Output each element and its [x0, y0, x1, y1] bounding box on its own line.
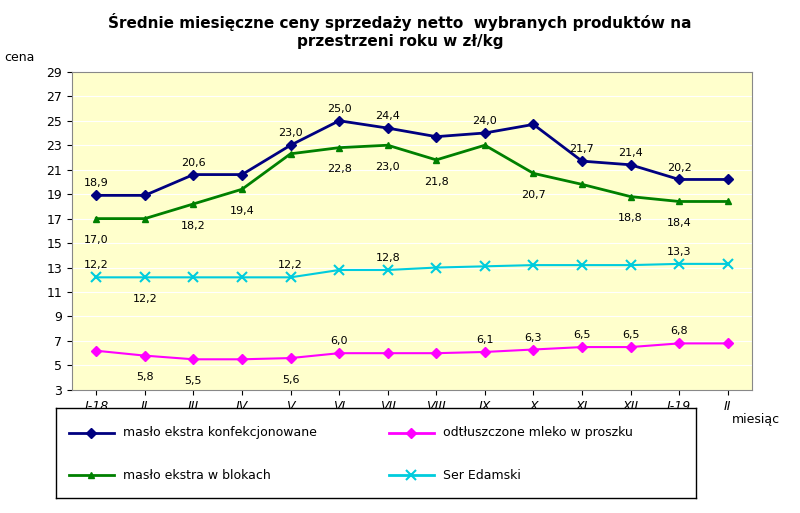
- Text: 24,0: 24,0: [473, 116, 498, 126]
- Text: 12,2: 12,2: [278, 261, 303, 270]
- Text: 18,4: 18,4: [666, 218, 691, 228]
- Text: 21,7: 21,7: [570, 144, 594, 154]
- Text: 23,0: 23,0: [375, 162, 400, 172]
- Text: 18,2: 18,2: [181, 221, 206, 231]
- Text: 24,4: 24,4: [375, 111, 400, 121]
- Text: odtłuszczone mleko w proszku: odtłuszczone mleko w proszku: [443, 426, 633, 440]
- Text: 5,8: 5,8: [136, 372, 154, 382]
- Text: 6,1: 6,1: [476, 335, 494, 345]
- Text: 12,2: 12,2: [133, 294, 158, 304]
- Text: 6,8: 6,8: [670, 326, 688, 337]
- Text: Ser Edamski: Ser Edamski: [443, 469, 521, 482]
- Text: 23,0: 23,0: [278, 128, 303, 139]
- Text: 22,8: 22,8: [326, 164, 351, 174]
- Text: 6,5: 6,5: [622, 330, 639, 340]
- Text: 25,0: 25,0: [327, 104, 351, 114]
- Text: 5,6: 5,6: [282, 374, 299, 385]
- Text: 19,4: 19,4: [230, 206, 254, 216]
- Text: 18,8: 18,8: [618, 213, 643, 223]
- Text: 17,0: 17,0: [84, 235, 109, 245]
- Text: 20,7: 20,7: [521, 190, 546, 200]
- Text: 21,8: 21,8: [424, 176, 449, 187]
- Text: 6,3: 6,3: [525, 332, 542, 343]
- Text: 6,5: 6,5: [574, 330, 590, 340]
- Text: masło ekstra w blokach: masło ekstra w blokach: [123, 469, 271, 482]
- Text: miesiąc: miesiąc: [732, 413, 780, 426]
- Text: 20,2: 20,2: [666, 163, 691, 172]
- Text: 18,9: 18,9: [84, 179, 109, 188]
- Text: 6,0: 6,0: [330, 336, 348, 346]
- Text: 13,3: 13,3: [667, 247, 691, 257]
- Text: 12,8: 12,8: [375, 253, 400, 263]
- Text: cena: cena: [4, 51, 34, 64]
- Text: 5,5: 5,5: [185, 376, 202, 386]
- Text: 20,6: 20,6: [181, 157, 206, 168]
- Text: 12,2: 12,2: [84, 261, 109, 270]
- Text: masło ekstra konfekcjonowane: masło ekstra konfekcjonowane: [123, 426, 317, 440]
- Text: 21,4: 21,4: [618, 148, 643, 158]
- Text: Średnie miesięczne ceny sprzedaży netto  wybranych produktów na
przestrzeni roku: Średnie miesięczne ceny sprzedaży netto …: [108, 13, 692, 49]
